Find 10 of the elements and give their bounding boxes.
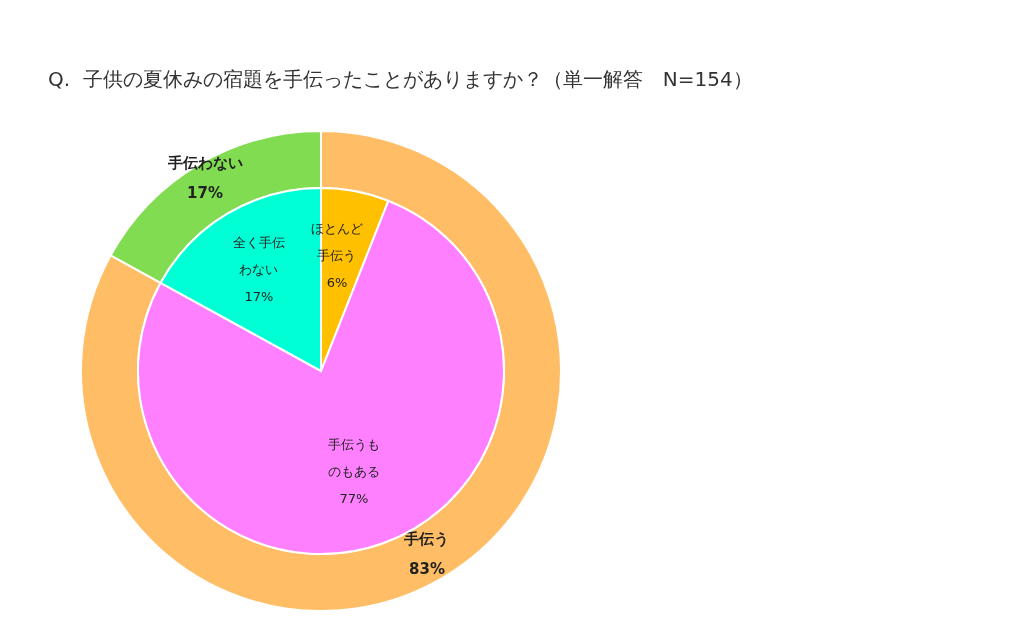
data-label: 77% — [339, 489, 369, 508]
data-label: 17% — [244, 288, 274, 307]
slice-label: 手伝う — [404, 528, 450, 550]
data-label: 83% — [409, 558, 445, 580]
slice-label: 手伝うものもある — [326, 435, 381, 481]
data-label: 6% — [326, 274, 348, 293]
slice-label: 全く手伝わない — [232, 234, 286, 280]
donut-slice — [80, 130, 562, 612]
chart-title: Q. 子供の夏休みの宿題を手伝ったことがありますか？（単一解答 N=154） — [48, 66, 753, 93]
data-label: 17% — [187, 183, 223, 205]
